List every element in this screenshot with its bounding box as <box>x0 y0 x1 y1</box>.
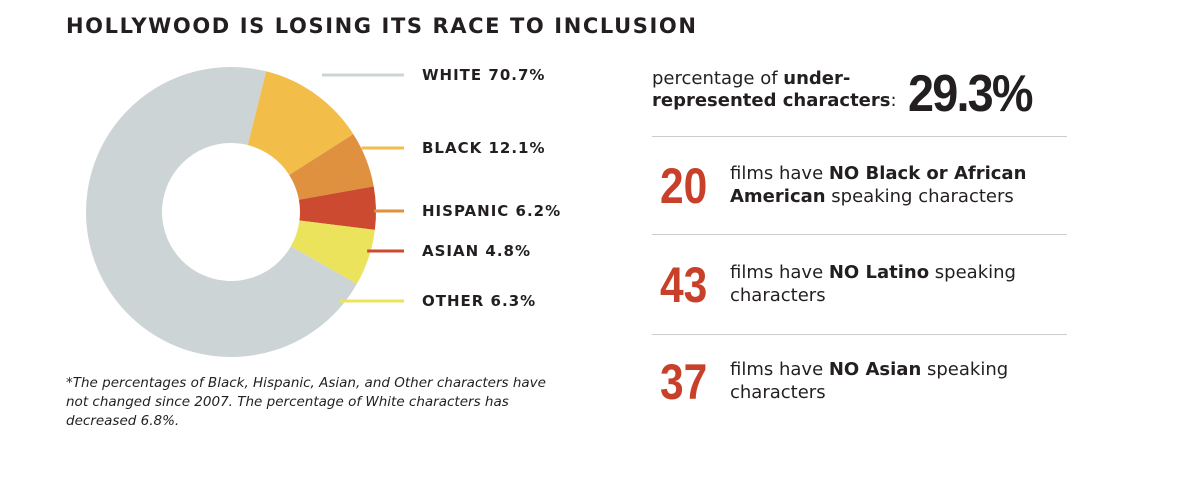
divider <box>652 234 1067 235</box>
summary-label-plain: percentage of <box>652 68 784 89</box>
stat-text-post: speaking characters <box>730 262 1016 306</box>
stat-number: 37 <box>660 354 708 410</box>
summary-label-colon: : <box>890 90 897 111</box>
donut-slice-black <box>247 71 354 175</box>
slice-label-asian: ASIAN 4.8% <box>422 242 531 260</box>
stat-number: 43 <box>660 257 708 313</box>
stat-text-post: speaking characters <box>730 359 1009 403</box>
divider <box>652 334 1067 335</box>
donut-slice-asian <box>298 186 376 230</box>
slice-label-white: WHITE 70.7% <box>422 66 545 84</box>
stat-text: films have NO Asian speaking characters <box>730 358 1070 404</box>
stat-text: films have NO Black or African American … <box>730 162 1070 208</box>
stat-number: 20 <box>660 158 708 214</box>
donut-slices <box>86 66 376 357</box>
stat-text-post: speaking characters <box>825 186 1014 207</box>
summary-label-bold: under-represented characters <box>652 68 891 111</box>
stat-asian: 37 films have NO Asian speaking characte… <box>660 354 1080 424</box>
footnote: *The percentages of Black, Hispanic, Asi… <box>66 375 546 429</box>
stat-text: films have NO Latino speaking characters <box>730 261 1070 307</box>
slice-label-hispanic: HISPANIC 6.2% <box>422 202 561 220</box>
stat-text-bold: NO Latino <box>828 262 930 283</box>
divider <box>652 136 1067 137</box>
donut-slice-white <box>86 66 357 357</box>
stat-latino: 43 films have NO Latino speaking charact… <box>660 257 1080 327</box>
stat-text-bold: NO Asian <box>828 359 922 380</box>
summary-value: 29.3% <box>908 65 1034 123</box>
stat-text-pre: films have <box>730 359 829 380</box>
leader-lines <box>322 73 404 303</box>
donut-slice-other <box>290 220 375 284</box>
donut-chart: WHITE 70.7% BLACK 12.1% HISPANIC 6.2% ASIAN… <box>86 66 561 357</box>
donut-slice-hispanic <box>289 134 374 200</box>
slice-label-black: BLACK 12.1% <box>422 139 546 157</box>
stat-black: 20 films have NO Black or African Americ… <box>660 158 1080 228</box>
underrepresented-summary: percentage of under-represented characte… <box>652 66 1072 132</box>
slice-labels: WHITE 70.7% BLACK 12.1% HISPANIC 6.2% ASIAN… <box>422 66 561 310</box>
stat-text-bold: NO Black or African American <box>730 163 1027 207</box>
slice-label-other: OTHER 6.3% <box>422 292 536 310</box>
stat-text-pre: films have <box>730 163 829 184</box>
stat-text-pre: films have <box>730 262 829 283</box>
chart-title: HOLLYWOOD IS LOSING ITS RACE TO INCLUSIO… <box>66 14 698 38</box>
summary-label: percentage of under-represented characte… <box>652 68 902 112</box>
